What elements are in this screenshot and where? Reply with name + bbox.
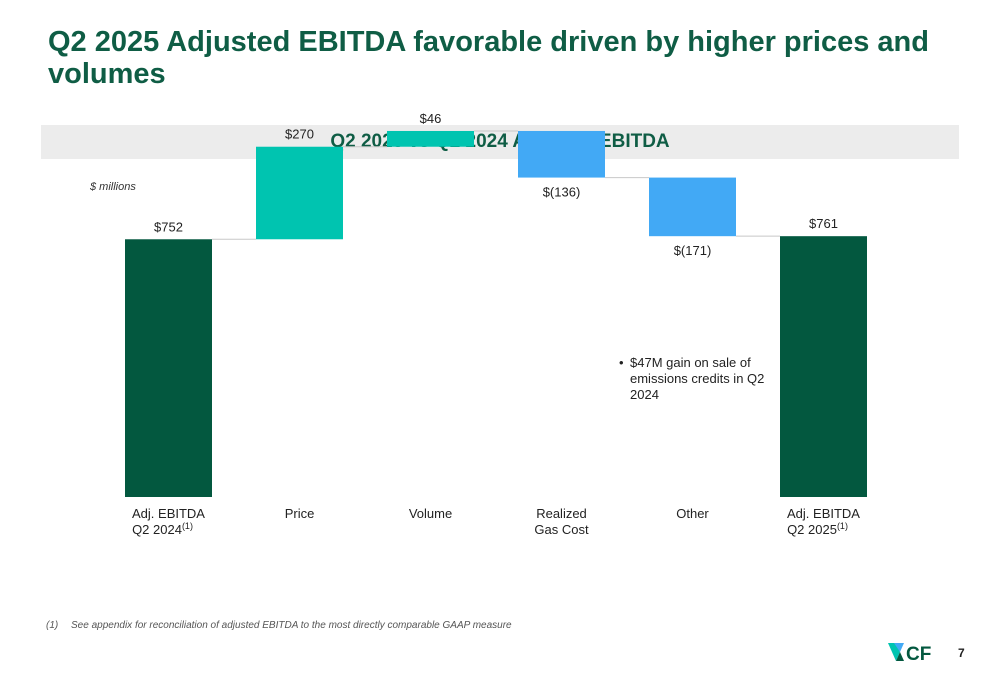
bar-realized-gas-cost (518, 130, 605, 178)
data-label: $(136) (543, 185, 581, 200)
category-label: Price (285, 506, 315, 521)
units-label: $ millions (90, 181, 136, 193)
bar-volume (387, 130, 474, 147)
page-number: 7 (958, 646, 965, 660)
category-label: Q2 2025(1) (787, 521, 848, 537)
category-label: Realized (536, 506, 587, 521)
category-label: Gas Cost (534, 522, 589, 537)
data-label: $761 (809, 216, 838, 231)
logo-text: CF (906, 644, 931, 664)
annotation-note: • $47M gain on sale of emissions credits… (619, 355, 789, 403)
cf-logo: CF (888, 643, 931, 664)
category-label: Other (676, 506, 709, 521)
category-label: Volume (409, 506, 452, 521)
footnote-number: (1) (46, 620, 59, 631)
superscript-ref: (1) (837, 521, 848, 531)
data-label: $46 (420, 111, 442, 126)
footnote-text: See appendix for reconciliation of adjus… (71, 620, 512, 631)
data-label: $270 (285, 127, 314, 142)
bar-other (649, 177, 736, 237)
category-label: Adj. EBITDA (132, 506, 205, 521)
annotation-text: $47M gain on sale of emissions credits i… (630, 355, 765, 402)
data-label: $752 (154, 219, 183, 234)
page-title: Q2 2025 Adjusted EBITDA favorable driven… (48, 26, 929, 90)
footnote: (1) See appendix for reconciliation of a… (46, 620, 512, 631)
superscript-ref: (1) (182, 521, 193, 531)
bullet-icon: • (619, 355, 624, 370)
bar-adj-ebitda-q2-2025 (780, 236, 867, 497)
bar-adj-ebitda-q2-2024 (125, 239, 212, 497)
data-label: $(171) (674, 243, 712, 258)
category-label: Q2 2024(1) (132, 521, 193, 537)
bar-price (256, 146, 343, 240)
category-label: Adj. EBITDA (787, 506, 860, 521)
